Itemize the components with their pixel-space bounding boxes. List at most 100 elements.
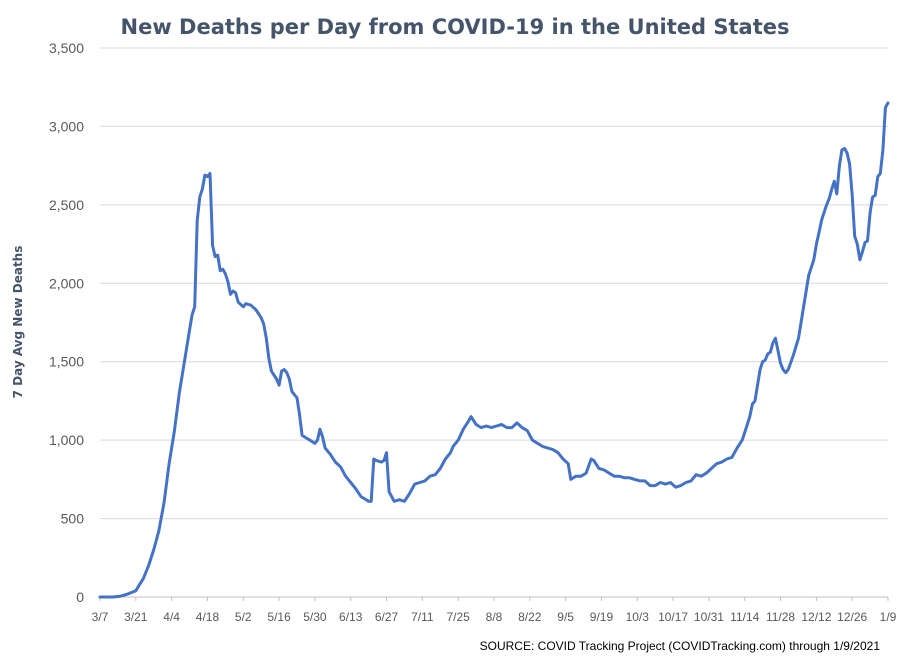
data-point <box>462 428 465 431</box>
x-tick-label: 5/16 <box>267 610 291 624</box>
data-point <box>725 458 728 461</box>
data-point <box>214 255 217 258</box>
data-point <box>710 467 713 470</box>
data-point <box>536 442 539 445</box>
data-point <box>567 462 570 465</box>
data-point <box>674 486 677 489</box>
data-point <box>838 164 841 167</box>
data-point <box>457 439 460 442</box>
data-point <box>505 426 508 429</box>
data-point <box>216 254 219 257</box>
data-point <box>344 475 347 478</box>
data-point <box>623 476 626 479</box>
data-point <box>188 329 191 332</box>
data-point <box>475 423 478 426</box>
data-point <box>715 462 718 465</box>
data-point <box>267 357 270 360</box>
gridlines <box>100 47 888 598</box>
x-tick-label: 10/3 <box>626 610 650 624</box>
data-point <box>385 451 388 454</box>
data-point <box>398 498 401 501</box>
x-tick-label: 3/21 <box>124 610 148 624</box>
data-point <box>866 239 869 242</box>
data-point <box>211 244 214 247</box>
data-point <box>265 337 268 340</box>
y-tick-label: 0 <box>76 589 84 605</box>
data-point <box>887 101 890 104</box>
data-point <box>434 473 437 476</box>
data-point <box>618 475 621 478</box>
data-point <box>516 421 519 424</box>
data-point <box>198 196 201 199</box>
data-point <box>237 301 240 304</box>
data-point <box>285 371 288 374</box>
data-point <box>234 291 237 294</box>
data-point <box>339 465 342 468</box>
data-point <box>296 396 299 399</box>
data-point <box>242 305 245 308</box>
data-point <box>470 415 473 418</box>
data-point <box>823 211 826 214</box>
data-point <box>820 219 823 222</box>
data-point <box>413 483 416 486</box>
data-point <box>792 354 795 357</box>
data-point <box>797 337 800 340</box>
data-point <box>510 426 513 429</box>
data-point <box>178 392 181 395</box>
data-point <box>288 378 291 381</box>
data-point <box>690 479 693 482</box>
data-point <box>695 473 698 476</box>
data-point <box>452 445 455 448</box>
data-point <box>585 472 588 475</box>
source-note: SOURCE: COVID Tracking Project (COVIDTra… <box>480 639 881 653</box>
data-point <box>226 280 229 283</box>
data-point <box>779 362 782 365</box>
data-point <box>531 439 534 442</box>
data-point <box>812 258 815 261</box>
x-tick-label: 9/19 <box>590 610 614 624</box>
data-point <box>633 478 636 481</box>
x-tick-label: 8/22 <box>518 610 542 624</box>
data-point <box>777 349 780 352</box>
data-point <box>748 415 751 418</box>
data-point <box>649 484 652 487</box>
x-tick-label: 9/5 <box>557 610 574 624</box>
data-point <box>224 272 227 275</box>
data-point <box>761 360 764 363</box>
y-tick-label: 1,500 <box>49 354 84 370</box>
data-point <box>485 425 488 428</box>
data-point <box>206 175 209 178</box>
x-tick-label: 8/8 <box>486 610 503 624</box>
data-point <box>871 196 874 199</box>
data-point <box>201 188 204 191</box>
data-point <box>370 500 373 503</box>
data-point <box>858 258 861 261</box>
data-point <box>147 564 150 567</box>
x-tick-label: 7/25 <box>447 610 471 624</box>
data-point <box>746 423 749 426</box>
data-point <box>613 475 616 478</box>
data-point <box>874 194 877 197</box>
data-point <box>360 495 363 498</box>
data-point <box>196 219 199 222</box>
data-point <box>349 481 352 484</box>
data-point <box>219 269 222 272</box>
data-point <box>664 483 667 486</box>
x-tick-label: 6/13 <box>339 610 363 624</box>
data-point <box>270 370 273 373</box>
data-point <box>193 305 196 308</box>
data-point <box>557 451 560 454</box>
x-tick-label: 4/4 <box>163 610 180 624</box>
data-point <box>319 428 322 431</box>
data-point <box>864 241 867 244</box>
data-point <box>388 490 391 493</box>
data-point <box>229 293 232 296</box>
data-point <box>334 461 337 464</box>
data-point <box>720 461 723 464</box>
data-point <box>157 530 160 533</box>
data-point <box>298 414 301 417</box>
data-point <box>700 475 703 478</box>
data-point <box>759 368 762 371</box>
data-point <box>802 305 805 308</box>
data-point <box>163 501 166 504</box>
